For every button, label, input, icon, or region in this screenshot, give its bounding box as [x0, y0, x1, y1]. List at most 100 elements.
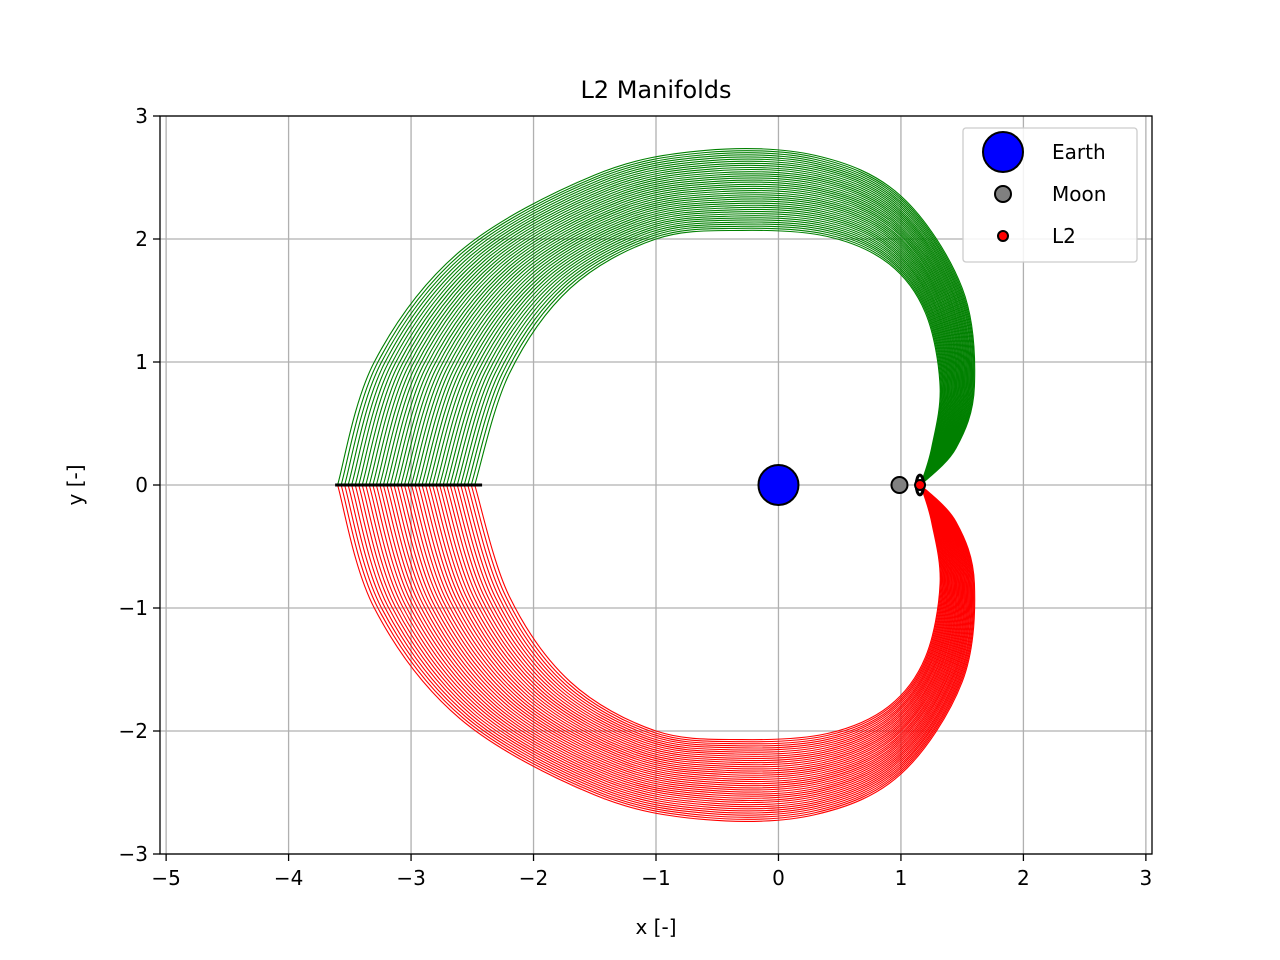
chart-title: L2 Manifolds: [580, 76, 731, 104]
legend-label-moon: Moon: [1052, 182, 1106, 206]
manifold-trajectory: [344, 152, 974, 486]
manifold-trajectory: [410, 192, 957, 486]
y-axis-label: y [-]: [63, 464, 87, 505]
manifold-trajectory: [403, 484, 959, 783]
manifold-trajectory: [393, 181, 961, 486]
manifold-trajectory: [453, 484, 946, 753]
manifold-trajectory: [414, 194, 956, 486]
manifold-trajectory: [470, 227, 942, 486]
manifold-trajectory: [389, 484, 962, 791]
manifold-trajectory: [396, 183, 961, 486]
y-tick-label: 3: [135, 104, 148, 128]
x-tick-label: 3: [1140, 866, 1153, 890]
manifold-trajectory: [354, 158, 971, 486]
manifold-trajectory: [358, 484, 970, 810]
legend-label-earth: Earth: [1052, 140, 1106, 164]
manifold-trajectory: [372, 484, 967, 801]
body-marker-earth: [757, 464, 800, 506]
manifold-trajectory: [431, 484, 952, 766]
axis-ticks: −5 −4 −3 −2 −1 0 1 2 3 −3 −2 −1 0 1 2 3: [119, 104, 1153, 890]
manifold-trajectory: [407, 484, 958, 780]
manifold-trajectory: [421, 198, 954, 486]
y-tick-label: −3: [119, 842, 148, 866]
y-tick-label: −1: [119, 596, 148, 620]
manifold-trajectory: [421, 484, 954, 772]
legend-marker-l2: [997, 230, 1009, 242]
manifold-trajectory: [361, 162, 969, 486]
manifold-trajectory: [340, 484, 975, 820]
y-tick-label: 1: [135, 350, 148, 374]
manifold-trajectory: [456, 219, 946, 486]
manifold-trajectory: [365, 484, 969, 806]
manifold-trajectory: [347, 154, 973, 486]
body-marker-moon: [890, 476, 909, 494]
manifold-trajectory: [400, 484, 960, 785]
manifold-trajectory: [435, 484, 951, 764]
manifold-trajectory: [424, 484, 953, 770]
manifold-trajectory: [361, 484, 969, 808]
manifold-trajectory: [470, 484, 942, 743]
x-tick-label: −5: [151, 866, 180, 890]
manifold-trajectory: [372, 169, 967, 486]
manifold-trajectory: [340, 150, 975, 486]
x-tick-label: 1: [895, 866, 908, 890]
manifold-trajectory: [389, 179, 962, 486]
x-axis-label: x [-]: [635, 915, 676, 939]
manifold-trajectory: [354, 484, 971, 812]
legend: Earth Moon L2: [962, 127, 1138, 263]
legend-marker-earth: [982, 131, 1024, 173]
manifold-trajectory: [407, 190, 958, 486]
x-tick-label: −1: [641, 866, 670, 890]
manifold-trajectory: [460, 221, 945, 486]
manifold-trajectory: [403, 187, 959, 486]
manifold-trajectory: [344, 484, 974, 818]
manifold-trajectory: [428, 202, 953, 486]
manifold-trajectory: [386, 484, 963, 793]
manifold-trajectory: [446, 213, 948, 486]
manifold-series-0: [337, 148, 976, 486]
manifold-curves: [337, 148, 976, 822]
manifold-trajectory: [439, 208, 950, 486]
manifold-trajectory: [442, 211, 949, 486]
manifold-trajectory: [351, 484, 972, 814]
manifold-trajectory: [474, 229, 941, 486]
x-tick-label: −4: [274, 866, 303, 890]
manifold-trajectory: [460, 484, 945, 749]
manifold-trajectory: [358, 160, 970, 486]
manifold-trajectory: [467, 225, 943, 486]
manifold-trajectory: [400, 185, 960, 486]
manifold-trajectory: [463, 223, 944, 486]
legend-label-l2: L2: [1052, 224, 1076, 248]
x-tick-label: 0: [772, 866, 785, 890]
manifold-trajectory: [410, 484, 957, 778]
y-tick-label: 2: [135, 227, 148, 251]
manifold-trajectory: [379, 484, 965, 797]
manifold-trajectory: [431, 204, 952, 486]
y-tick-label: −2: [119, 719, 148, 743]
manifold-series-1: [337, 484, 976, 822]
manifold-trajectory: [463, 484, 944, 747]
manifold-trajectory: [456, 484, 946, 751]
manifold-trajectory: [379, 173, 965, 486]
manifold-trajectory: [449, 484, 947, 755]
manifold-trajectory: [428, 484, 953, 768]
manifold-trajectory: [375, 484, 966, 799]
manifold-trajectory: [375, 171, 966, 486]
manifold-trajectory: [449, 215, 947, 486]
y-tick-label: 0: [135, 473, 148, 497]
manifold-trajectory: [368, 484, 968, 804]
manifold-trajectory: [368, 166, 968, 486]
manifold-trajectory: [417, 196, 955, 486]
x-tick-label: −3: [396, 866, 425, 890]
manifold-trajectory: [347, 484, 973, 816]
manifold-trajectory: [424, 200, 953, 486]
manifold-trajectory: [453, 217, 946, 486]
manifold-trajectory: [337, 148, 976, 486]
manifold-trajectory: [417, 484, 955, 774]
legend-marker-moon: [994, 185, 1012, 203]
manifold-trajectory: [446, 484, 948, 757]
manifold-trajectory: [439, 484, 950, 762]
x-tick-label: −2: [519, 866, 548, 890]
manifold-trajectory: [393, 484, 961, 789]
